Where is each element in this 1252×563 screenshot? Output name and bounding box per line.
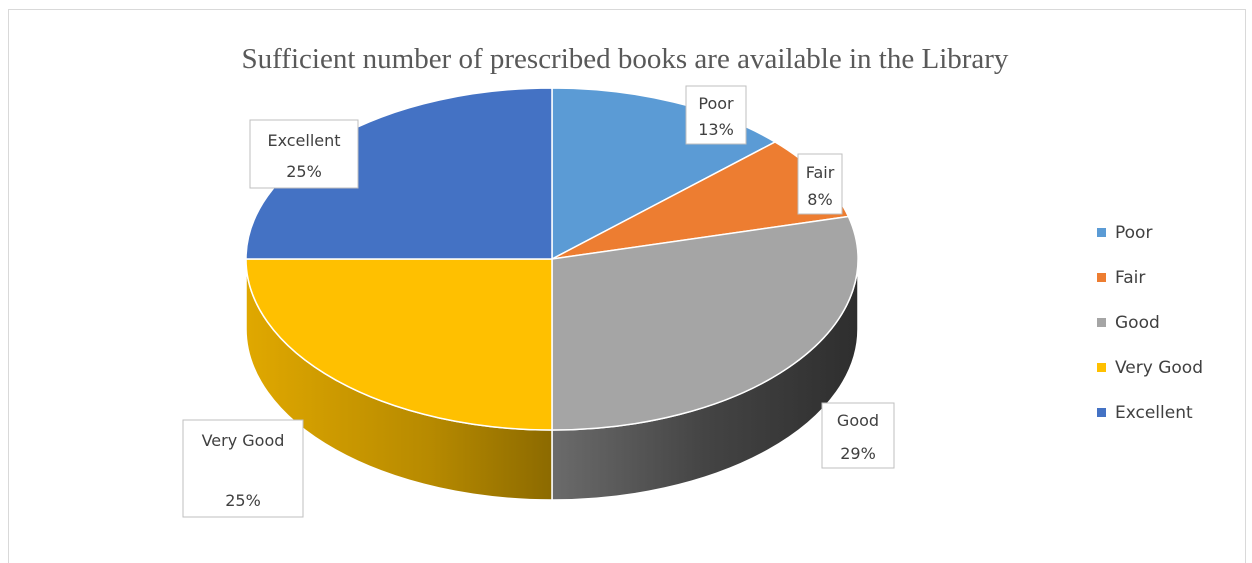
legend-label: Good [1115,313,1160,333]
data-label-excellent: Excellent 25% [249,119,359,189]
data-label-value: 25% [286,162,322,181]
pie-slices [245,87,859,431]
data-label-poor: Poor 13% [685,85,747,145]
legend-swatch [1097,408,1106,417]
legend: Poor Fair Good Very Good Excellent [1097,223,1203,423]
legend-item-poor: Poor [1097,223,1152,243]
data-label-category: Good [837,411,879,430]
legend-item-very-good: Very Good [1097,358,1203,378]
data-label-value: 13% [698,120,734,139]
pie-slice-good [551,215,859,431]
data-label-category: Very Good [202,431,285,450]
chart-title: Sufficient number of prescribed books ar… [242,43,1009,75]
legend-swatch [1097,228,1106,237]
legend-label: Poor [1115,223,1152,243]
legend-label: Fair [1115,268,1145,288]
pie-slice-very-good [245,258,553,431]
data-label-category: Poor [698,94,734,113]
legend-swatch [1097,273,1106,282]
data-label-fair: Fair 8% [797,153,843,215]
data-label-value: 29% [840,444,876,463]
legend-item-excellent: Excellent [1097,403,1193,423]
legend-item-fair: Fair [1097,268,1145,288]
data-label-value: 25% [225,491,261,510]
legend-label: Excellent [1115,403,1193,423]
data-label-value: 8% [807,190,832,209]
legend-item-good: Good [1097,313,1160,333]
legend-swatch [1097,318,1106,327]
data-label-category: Excellent [267,131,340,150]
legend-label: Very Good [1115,358,1203,378]
data-label-very-good: Very Good 25% [182,419,304,518]
legend-swatch [1097,363,1106,372]
data-label-good: Good 29% [821,402,895,469]
data-label-category: Fair [806,163,835,182]
